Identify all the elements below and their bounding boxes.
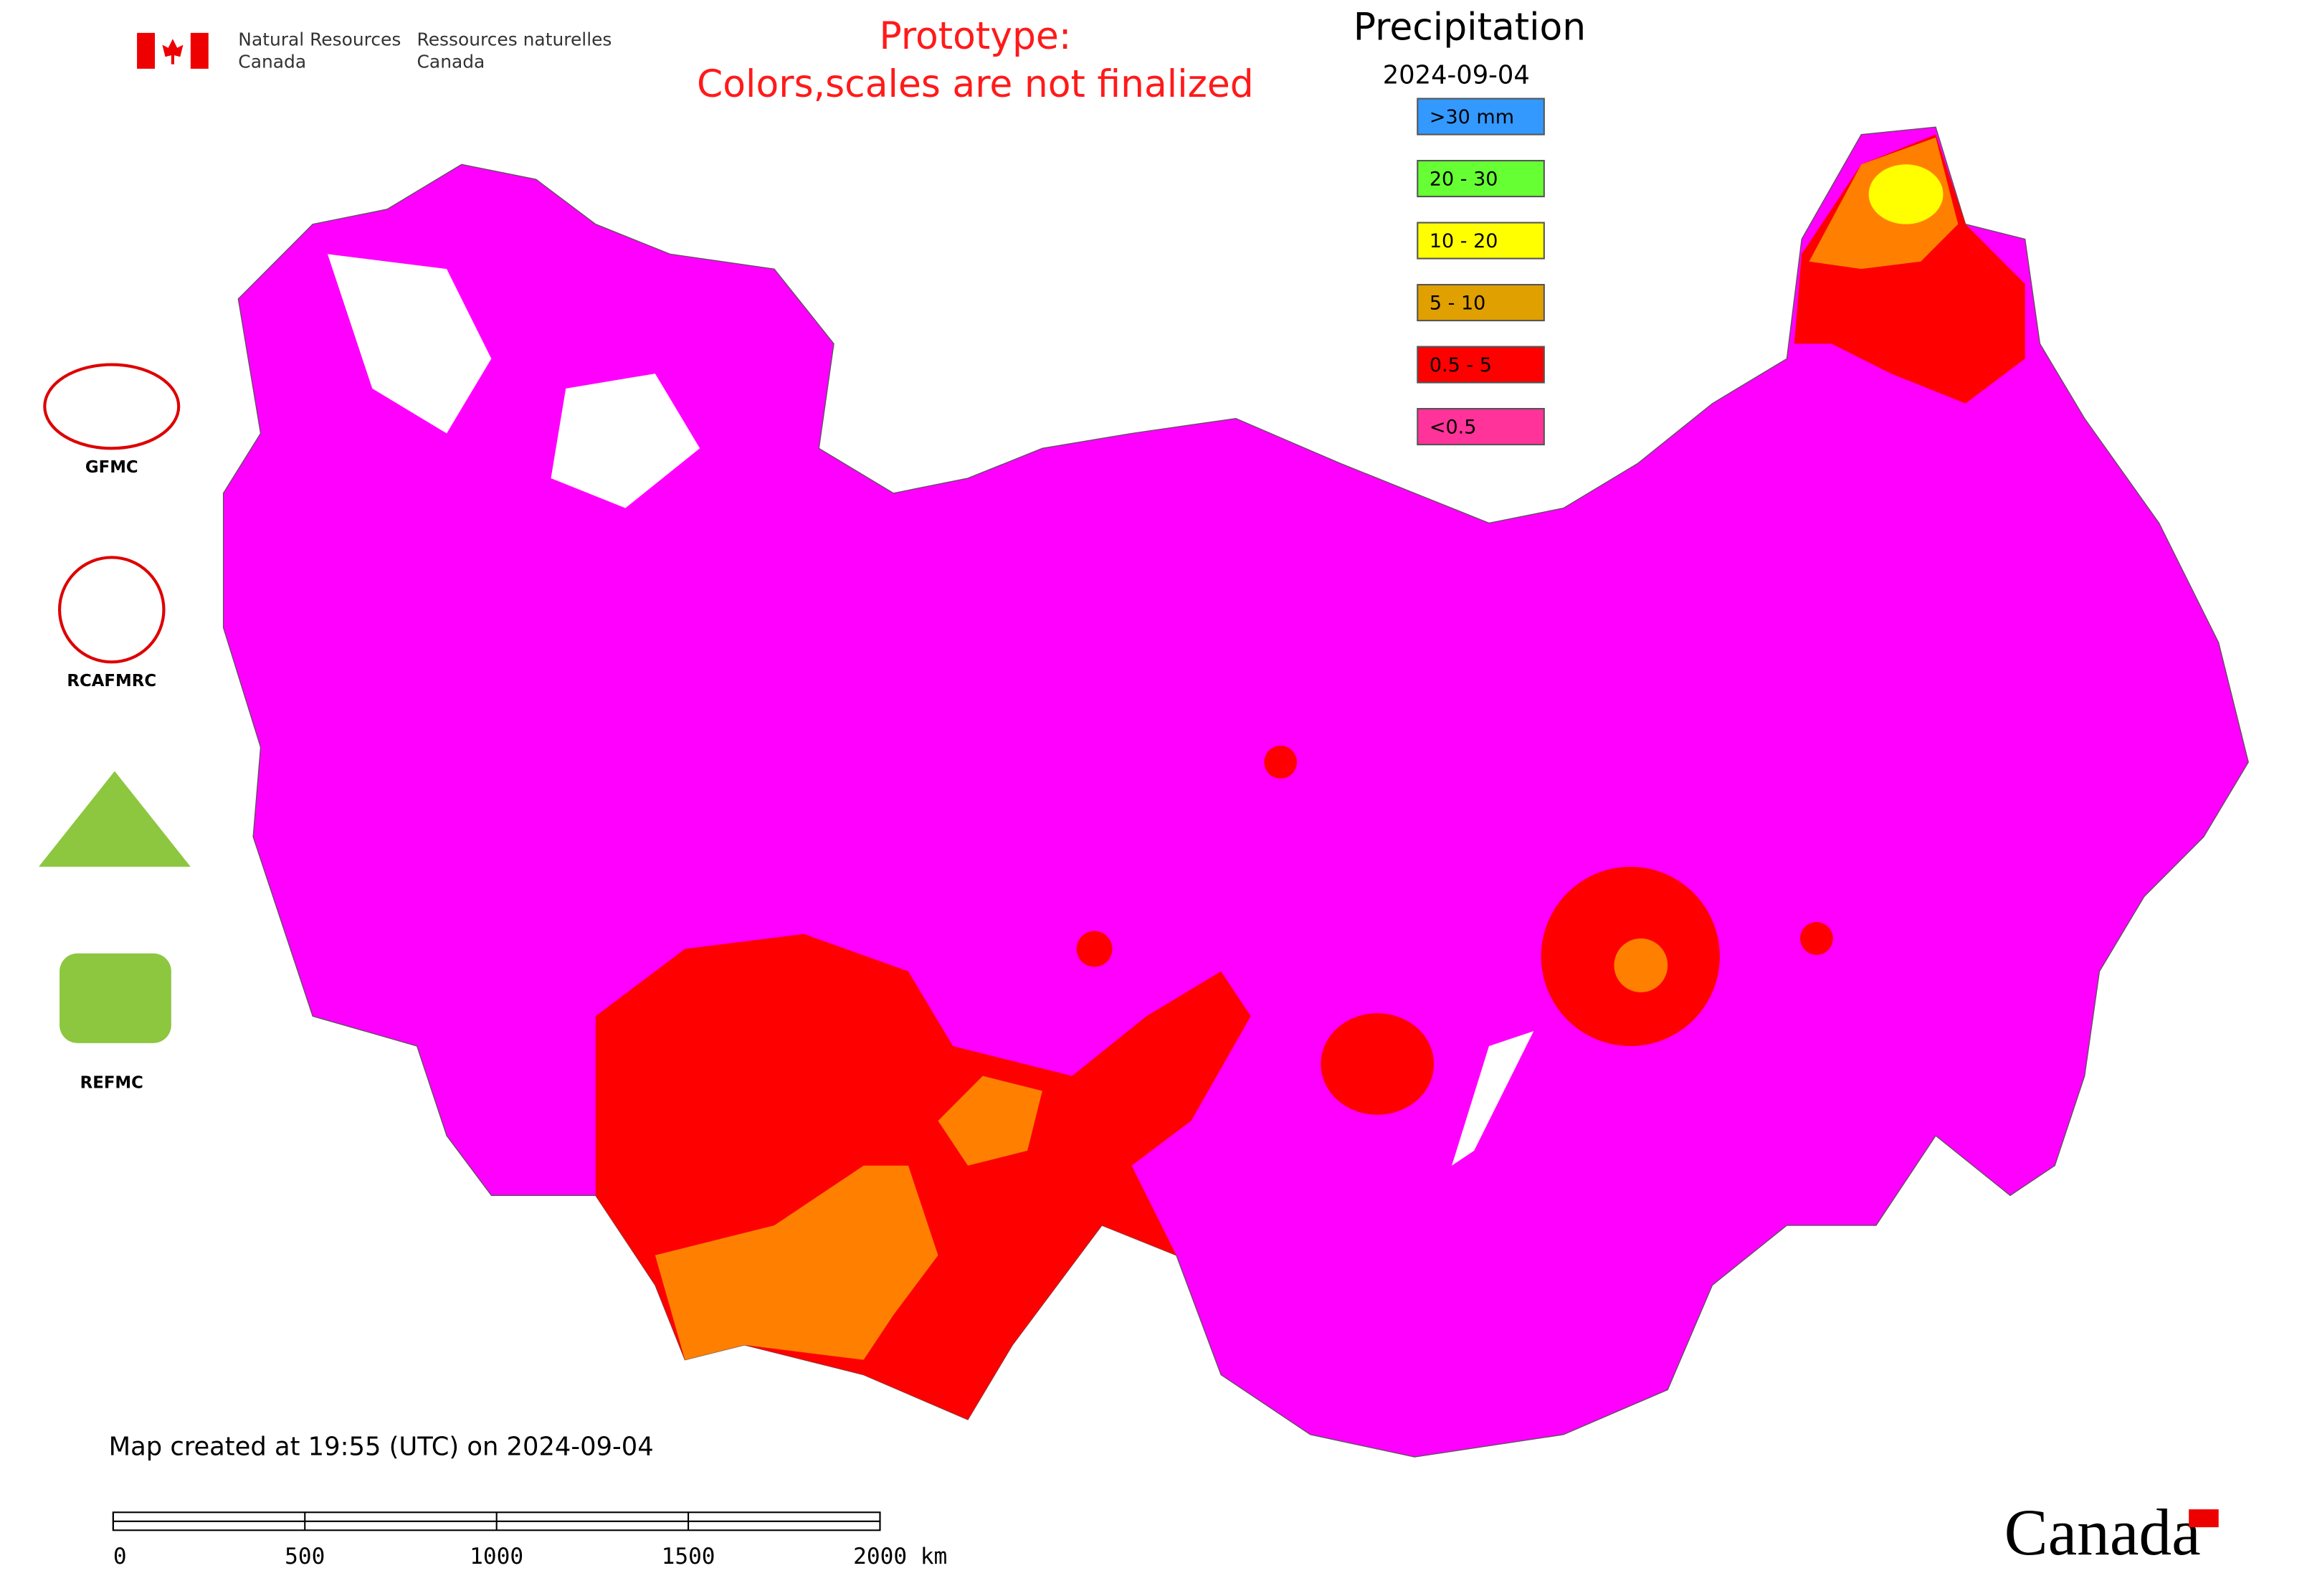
legend-label: >30 mm: [1430, 106, 1514, 128]
logo: [43, 363, 181, 450]
agency-en: Natural Resources: [238, 29, 401, 49]
logo-label: RCAFMRC: [67, 672, 156, 690]
wordmark-flag: [2189, 1509, 2219, 1528]
header: Natural Resources Canada Ressources natu…: [137, 15, 1254, 106]
logo: [39, 771, 191, 867]
precip-zone-red: [1800, 921, 1833, 955]
agency-en: Canada: [238, 52, 306, 72]
lake: [327, 254, 1534, 1166]
flag-bar: [190, 32, 209, 69]
legend-swatch: [1417, 284, 1545, 322]
flag-bar: [137, 32, 156, 69]
legend-swatch: [1417, 408, 1545, 446]
notice: Prototype:: [879, 15, 1071, 58]
precip-zone-red: [1264, 746, 1298, 779]
notice: Colors,scales are not finalized: [697, 63, 1254, 106]
scale-label: 500: [285, 1544, 325, 1569]
legend-swatch: [1417, 160, 1545, 198]
legend-swatch: [1417, 98, 1545, 136]
precip-zone-red: [1076, 931, 1113, 967]
legend-swatch: [1417, 346, 1545, 384]
agency-fr: Canada: [417, 52, 485, 72]
precip-zone-yellow: [1868, 164, 1944, 224]
flag-leaf: [162, 39, 184, 65]
scale-label: 0: [113, 1544, 127, 1569]
logo-label: REFMC: [80, 1074, 143, 1093]
logo: [60, 953, 171, 1043]
legend-date: 2024-09-04: [1383, 60, 1530, 90]
creation-note: Map created at 19:55 (UTC) on 2024-09-04: [109, 1433, 654, 1462]
precip-zone-orange: [655, 1075, 1042, 1360]
footer: Map created at 19:55 (UTC) on 2024-09-04…: [109, 1433, 2219, 1569]
logo: [58, 556, 166, 664]
wordmark: Canada: [2004, 1496, 2201, 1569]
legend-label: 10 - 20: [1430, 230, 1498, 252]
legend-label: 5 - 10: [1430, 293, 1485, 315]
scale-label: 1500: [662, 1544, 715, 1569]
logo-label: GFMC: [85, 458, 138, 477]
precip-zone-red: [1321, 1013, 1435, 1115]
scale-label: 1000: [470, 1544, 523, 1569]
legend: Precipitation 2024-09-04 >30 mm 20 - 30 10…: [1354, 6, 1586, 446]
precip-zone-orange: [1614, 938, 1668, 992]
scale-label: 2000 km: [853, 1544, 947, 1569]
logos: GFMC RCAFMRC REFMC: [39, 363, 191, 1093]
legend-label: 0.5 - 5: [1430, 354, 1492, 376]
legend-swatch: [1417, 222, 1545, 260]
map: [222, 126, 2249, 1458]
legend-label: <0.5: [1430, 417, 1477, 439]
agency-fr: Ressources naturelles: [417, 29, 612, 49]
legend-title: Precipitation: [1354, 6, 1586, 49]
legend-label: 20 - 30: [1430, 168, 1498, 191]
